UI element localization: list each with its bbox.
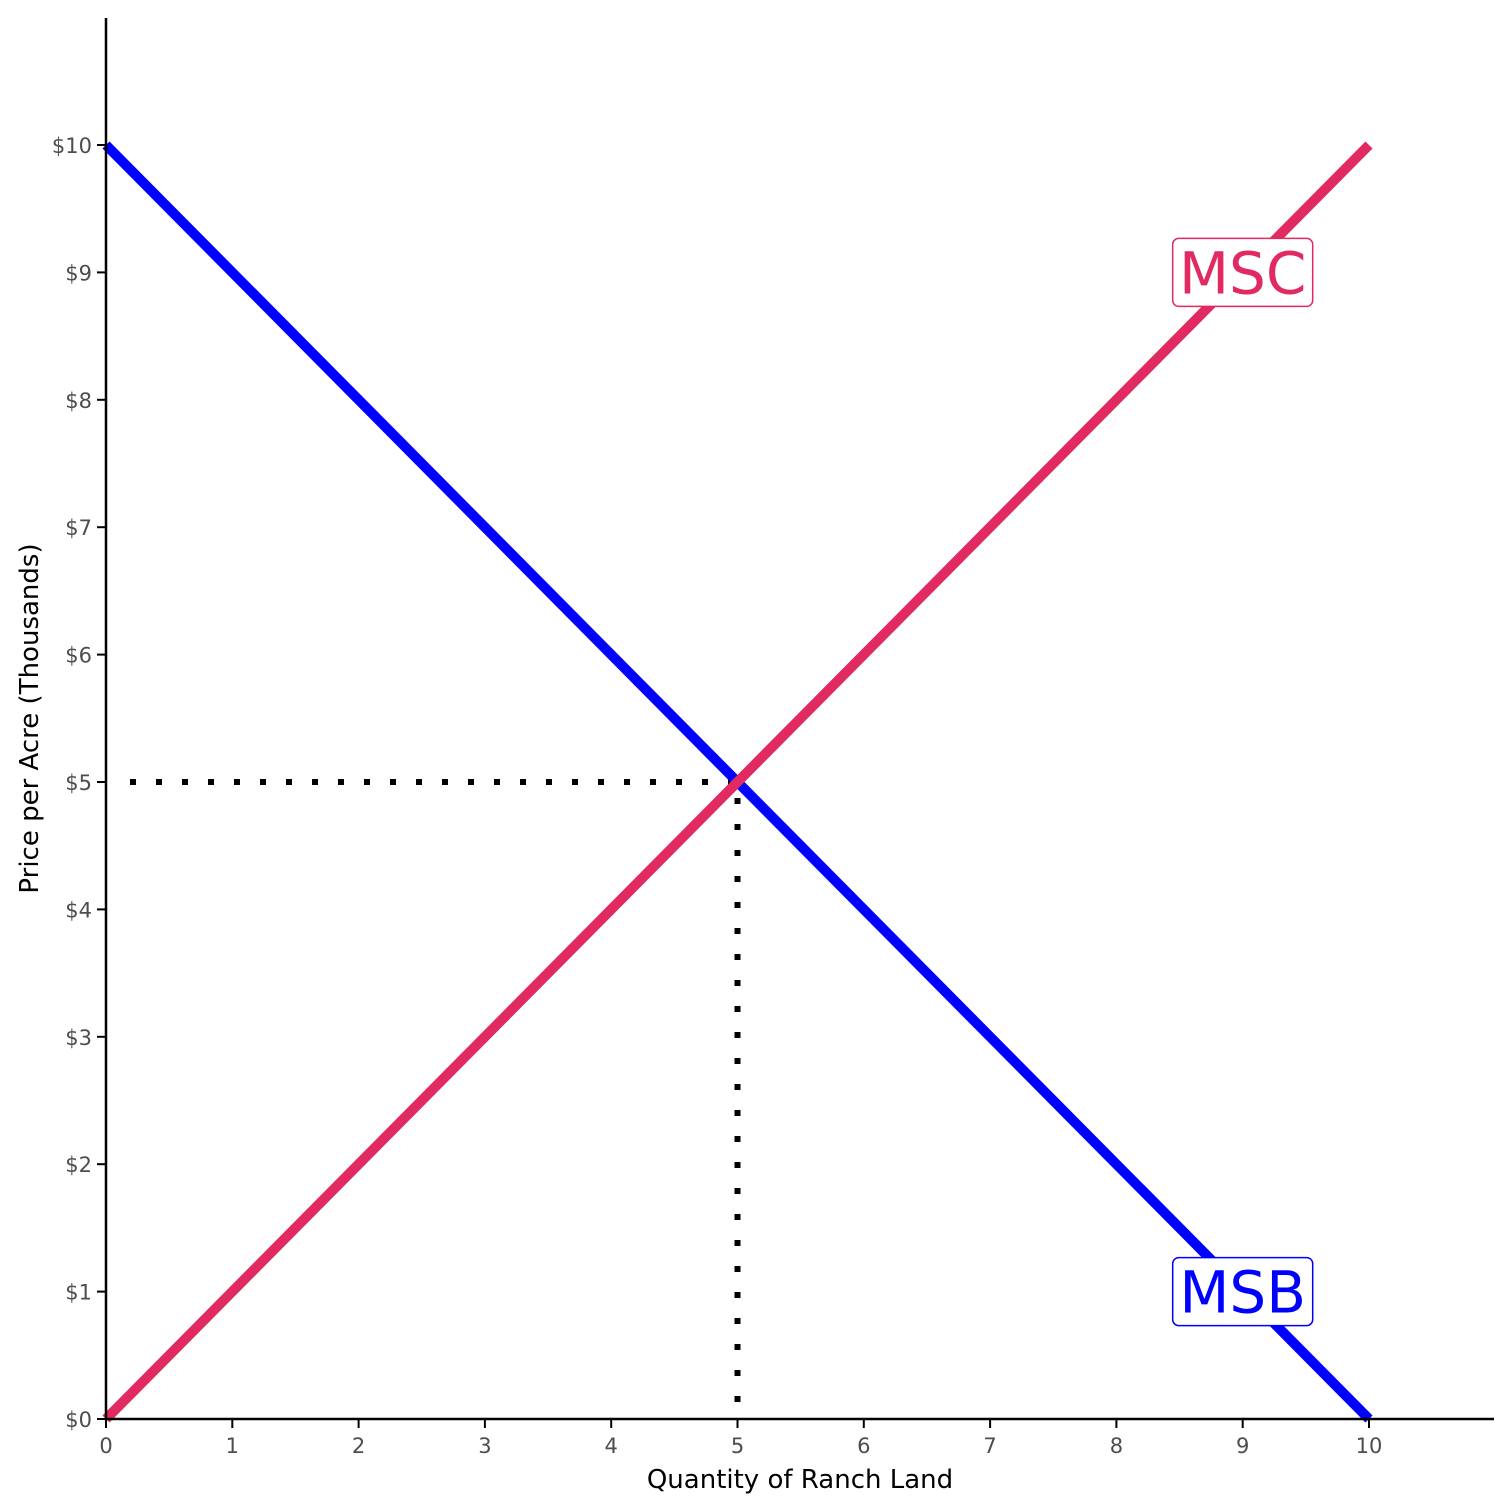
y-tick-label: $5 (65, 771, 92, 795)
y-tick-label: $6 (65, 644, 92, 668)
series-label-box (1171, 237, 1314, 308)
axes (104, 18, 1494, 1421)
y-axis-ticks: $0 $1 $2 $3 $4 $5 $6 $7 $8 $9 $10 (52, 134, 106, 1432)
y-tick-label: $4 (65, 898, 92, 922)
x-tick-label: 5 (731, 1434, 744, 1458)
x-tick-label: 0 (99, 1434, 112, 1458)
x-tick-label: 10 (1356, 1434, 1383, 1458)
series-label-msb: MSB (1171, 1256, 1314, 1327)
y-tick-label: $8 (65, 389, 92, 413)
y-tick-label: $2 (65, 1153, 92, 1177)
y-axis-title: Price per Acre (Thousands) (15, 543, 45, 893)
series-label-text: MSB (1179, 1259, 1306, 1327)
series-labels: MSB MSC (1171, 237, 1314, 1327)
series-lines (102, 141, 1373, 1423)
series-label-box (1171, 1256, 1314, 1327)
y-tick-label: $10 (52, 134, 92, 158)
x-tick-label: 8 (1110, 1434, 1123, 1458)
x-tick-label: 3 (478, 1434, 491, 1458)
series-line-msc (102, 141, 1373, 1423)
series-label-text: MSC (1179, 239, 1306, 307)
y-tick-label: $3 (65, 1026, 92, 1050)
x-axis-ticks: 0 1 2 3 4 5 6 7 8 9 10 (99, 1419, 1382, 1458)
x-tick-label: 7 (983, 1434, 996, 1458)
y-tick-label: $9 (65, 261, 92, 285)
x-tick-label: 6 (857, 1434, 870, 1458)
x-axis-title: Quantity of Ranch Land (647, 1465, 953, 1495)
x-tick-label: 9 (1236, 1434, 1249, 1458)
x-tick-label: 2 (352, 1434, 365, 1458)
series-label-msc: MSC (1171, 237, 1314, 308)
x-tick-label: 1 (226, 1434, 239, 1458)
y-tick-label: $1 (65, 1281, 92, 1305)
y-tick-label: $0 (65, 1408, 92, 1432)
y-tick-label: $7 (65, 516, 92, 540)
x-tick-label: 4 (605, 1434, 618, 1458)
